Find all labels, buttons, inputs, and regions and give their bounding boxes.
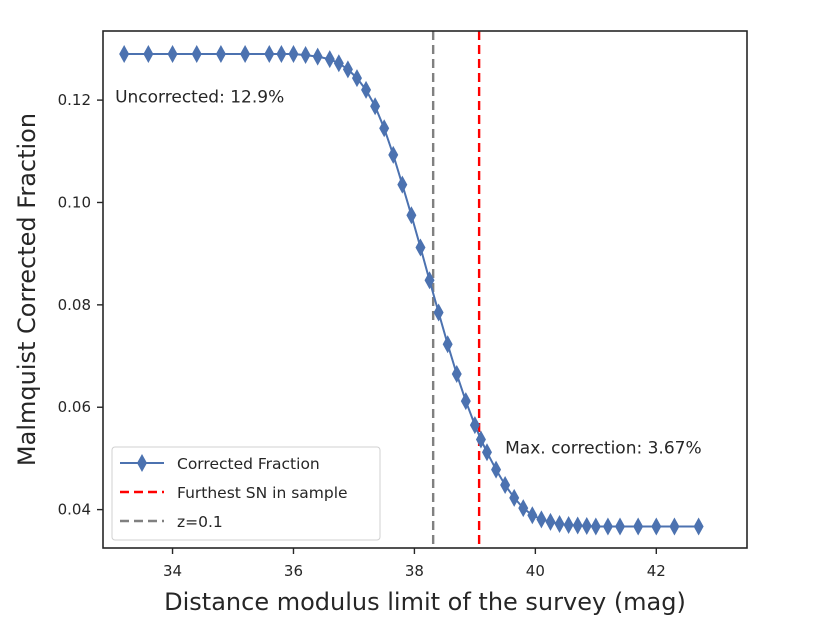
data-point-marker	[397, 175, 408, 194]
data-point-marker	[119, 45, 130, 64]
x-axis-ticks: 34 36 38 40 42	[163, 548, 666, 580]
data-point-marker	[276, 45, 287, 64]
data-point-marker	[669, 517, 680, 536]
data-point-marker	[333, 54, 344, 73]
data-point-marker	[545, 512, 556, 531]
data-point-marker	[288, 45, 299, 64]
data-point-marker	[361, 80, 372, 99]
data-point-marker	[167, 45, 178, 64]
x-tick-label: 36	[284, 562, 303, 580]
data-point-marker	[536, 510, 547, 529]
data-point-marker	[527, 506, 538, 525]
data-point-marker	[518, 499, 529, 518]
data-point-marker	[191, 45, 202, 64]
data-point-marker	[633, 517, 644, 536]
data-point-marker	[351, 69, 362, 88]
legend-diamond-marker	[137, 454, 147, 472]
x-tick-label: 40	[526, 562, 545, 580]
legend-furthest-sn-label: Furthest SN in sample	[177, 484, 348, 502]
data-point-marker	[433, 303, 444, 322]
x-tick-label: 38	[405, 562, 424, 580]
data-point-marker	[469, 416, 480, 435]
data-point-marker	[424, 271, 435, 290]
data-point-marker	[342, 60, 353, 79]
data-point-marker	[500, 476, 511, 495]
data-point-marker	[300, 46, 311, 65]
data-point-marker	[415, 238, 426, 257]
corrected-fraction-markers	[119, 45, 704, 536]
x-axis-title: Distance modulus limit of the survey (ma…	[164, 588, 686, 616]
legend-z01-label: z=0.1	[177, 513, 223, 531]
data-point-marker	[651, 517, 662, 536]
y-tick-label: 0.10	[58, 193, 91, 211]
y-tick-label: 0.12	[58, 91, 91, 109]
data-point-marker	[451, 364, 462, 383]
data-point-marker	[406, 206, 417, 225]
data-point-marker	[554, 514, 565, 533]
corrected-fraction-series	[119, 45, 704, 536]
data-point-marker	[491, 460, 502, 479]
data-point-marker	[572, 516, 583, 535]
data-point-marker	[460, 392, 471, 411]
data-point-marker	[481, 443, 492, 462]
data-point-marker	[264, 45, 275, 64]
data-point-marker	[693, 517, 704, 536]
data-point-marker	[240, 45, 251, 64]
y-tick-label: 0.08	[58, 296, 91, 314]
y-axis-title: Malmquist Corrected Fraction	[13, 113, 41, 466]
x-tick-label: 42	[647, 562, 666, 580]
data-point-marker	[215, 45, 226, 64]
uncorrected-annotation: Uncorrected: 12.9%	[115, 88, 284, 108]
data-point-marker	[475, 430, 486, 449]
legend-corrected-fraction-label: Corrected Fraction	[177, 455, 320, 473]
legend: Corrected Fraction Furthest SN in sample…	[111, 446, 381, 541]
y-axis-ticks: 0.04 0.06 0.08 0.10 0.12	[58, 91, 103, 519]
data-point-marker	[312, 47, 323, 66]
data-point-marker	[143, 45, 154, 64]
data-point-marker	[602, 517, 613, 536]
data-point-marker	[581, 516, 592, 535]
data-point-marker	[379, 119, 390, 138]
data-point-marker	[509, 488, 520, 507]
data-point-marker	[590, 517, 601, 536]
max-correction-annotation: Max. correction: 3.67%	[505, 438, 702, 458]
y-tick-label: 0.06	[58, 398, 91, 416]
data-point-marker	[563, 515, 574, 534]
x-tick-label: 34	[163, 562, 182, 580]
data-point-marker	[442, 335, 453, 354]
data-point-marker	[370, 97, 381, 116]
legend-box	[111, 446, 381, 541]
data-point-marker	[615, 517, 626, 536]
y-tick-label: 0.04	[58, 501, 91, 519]
plot-frame	[102, 30, 748, 549]
data-point-marker	[388, 145, 399, 164]
data-point-marker	[324, 50, 335, 69]
